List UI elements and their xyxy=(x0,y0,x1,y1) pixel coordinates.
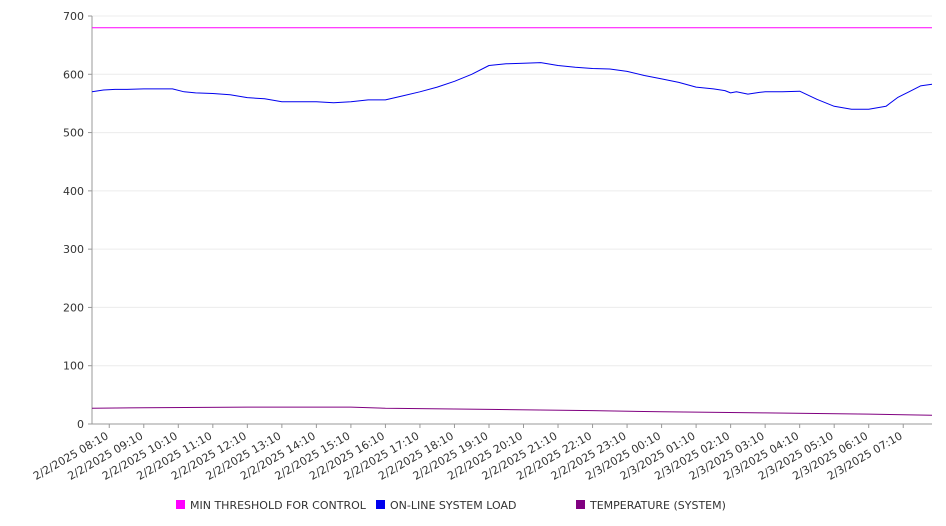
series-lines xyxy=(91,27,933,416)
y-tick-labels: 0 100 200 300 400 500 600 700 xyxy=(63,10,84,431)
legend-swatch xyxy=(576,500,585,509)
y-tick-label: 700 xyxy=(63,10,84,23)
legend-label: ON-LINE SYSTEM LOAD xyxy=(390,499,516,512)
y-tick-label: 300 xyxy=(63,243,84,256)
y-tick-label: 400 xyxy=(63,185,84,198)
y-tick-label: 600 xyxy=(63,68,84,81)
y-tick-label: 100 xyxy=(63,360,84,373)
series-line-3 xyxy=(91,406,933,416)
series-line-2 xyxy=(91,62,933,110)
x-tick-labels: 2/2/2025 08:102/2/2025 09:102/2/2025 10:… xyxy=(31,429,905,483)
y-tick-label: 500 xyxy=(63,127,84,140)
legend-swatch xyxy=(376,500,385,509)
legend-swatch xyxy=(176,500,185,509)
grid-lines xyxy=(92,15,932,367)
y-tick-label: 0 xyxy=(77,418,84,431)
legend-label: TEMPERATURE (SYSTEM) xyxy=(589,499,726,512)
legend: MIN THRESHOLD FOR CONTROL ON-LINE SYSTEM … xyxy=(176,499,726,512)
axes xyxy=(88,15,932,428)
y-tick-label: 200 xyxy=(63,301,84,314)
legend-label: MIN THRESHOLD FOR CONTROL xyxy=(190,499,367,512)
